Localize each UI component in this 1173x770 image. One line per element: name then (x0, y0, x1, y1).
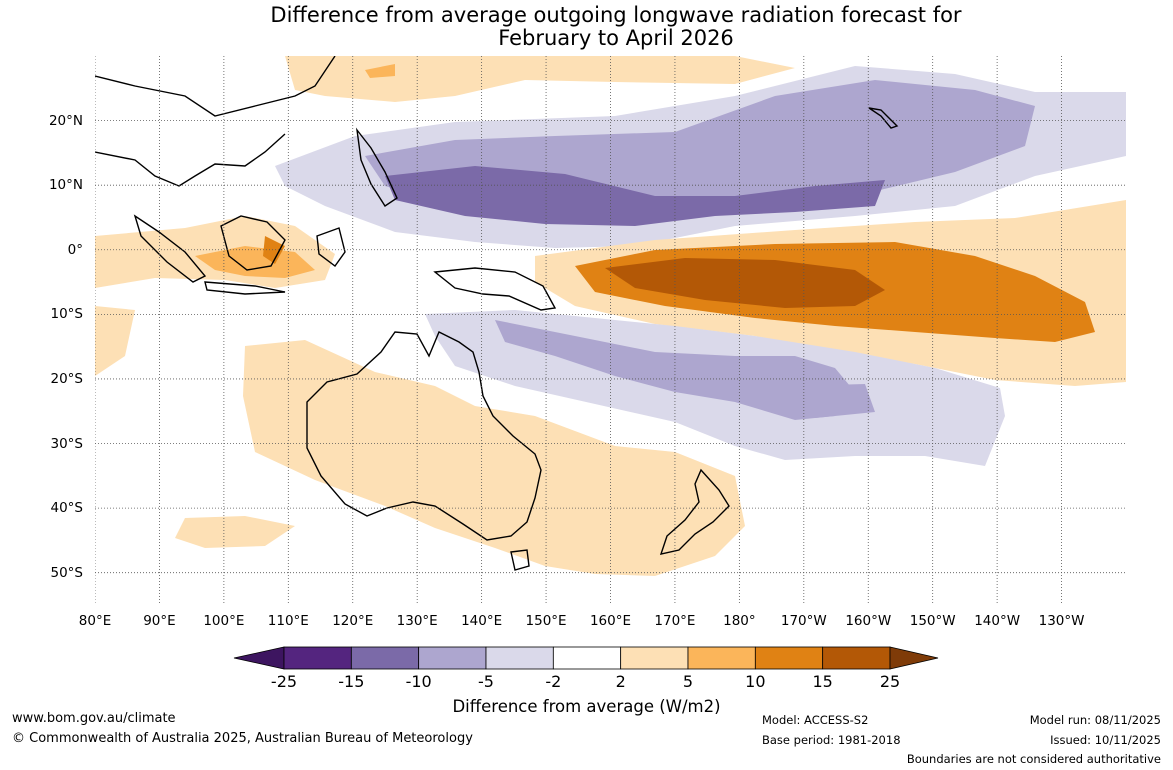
colorbar-swatch (687, 646, 756, 670)
colorbar-boxes (233, 646, 939, 670)
positive-anomaly-west (95, 306, 135, 376)
colorbar-tick-label: 25 (880, 672, 900, 691)
colorbar-swatch (485, 646, 554, 670)
latitude-label: 50°S (50, 564, 84, 581)
boundary-disclaimer: Boundaries are not considered authoritat… (906, 752, 1161, 766)
java-coastline (204, 281, 286, 295)
latitude-label: 0° (67, 241, 83, 258)
issued-date: Issued: 10/11/2025 (1050, 733, 1161, 747)
hawaii-coastline (868, 107, 899, 129)
positive-anomaly-maritime-core (195, 246, 315, 278)
new-guinea-coastline (433, 267, 557, 311)
latitude-label: 30°S (50, 435, 84, 452)
negative-anomaly-south-mid (495, 320, 855, 420)
tasmania-coastline (510, 549, 530, 571)
latitude-label: 10°S (50, 306, 84, 323)
colorbar-tick-label: 2 (616, 672, 626, 691)
longitude-label: 160°W (845, 613, 892, 629)
latitude-label: 20°N (48, 112, 83, 129)
colorbar-tick-label: -2 (545, 672, 561, 691)
colorbar-swatch (552, 646, 622, 670)
longitude-label: 130°W (1038, 613, 1085, 629)
website-link[interactable]: www.bom.gov.au/climate (12, 711, 176, 726)
model-run-date: Model run: 08/11/2025 (1029, 713, 1161, 727)
colorbar-ticks: -25 -15 -10 -5 -2 2 5 10 15 25 (271, 672, 900, 691)
latitude-label: 10°N (48, 177, 83, 194)
colorbar-tick-label: -10 (406, 672, 432, 691)
longitude-label: 150°W (909, 613, 956, 629)
anomaly-map (95, 56, 1126, 605)
model-name: Model: ACCESS-S2 (762, 713, 869, 727)
positive-anomaly-equatorial-core (605, 258, 885, 308)
longitude-label: 170°W (780, 613, 827, 629)
colorbar-swatch (350, 646, 420, 670)
gridlines (95, 56, 1126, 605)
borneo-coastline (220, 215, 286, 271)
title-line-2: February to April 2026 (498, 26, 734, 50)
australia-coastline (306, 331, 542, 541)
colorbar-extend-low (233, 646, 285, 670)
positive-anomaly-north (285, 56, 795, 102)
copyright-text: © Commonwealth of Australia 2025, Austra… (12, 731, 473, 746)
anomaly-shading (95, 56, 1126, 576)
positive-anomaly-australia (243, 340, 745, 576)
longitude-label: 140°W (974, 613, 1021, 629)
colorbar-swatch (418, 646, 487, 670)
negative-anomaly-north-core (385, 166, 885, 226)
longitude-label: 160°E (589, 613, 632, 629)
longitude-label: 100°E (203, 613, 245, 629)
longitude-label: 80°E (78, 613, 112, 629)
longitude-label: 120°E (332, 613, 374, 629)
base-period: Base period: 1981-2018 (762, 733, 901, 747)
longitude-label: 150°E (525, 613, 567, 629)
colorbar-tick-label: 10 (745, 672, 765, 691)
asia-coastline (95, 56, 336, 187)
chart-title: Difference from average outgoing longwav… (0, 4, 1173, 50)
longitude-label: 140°E (461, 613, 503, 629)
sulawesi-coastline (316, 227, 346, 267)
colorbar-extend-high (889, 646, 939, 670)
colorbar-tick-label: 5 (683, 672, 693, 691)
longitude-label: 170°E (654, 613, 696, 629)
positive-anomaly-north-core (365, 64, 395, 78)
colorbar-tick-label: 15 (812, 672, 832, 691)
colorbar-swatch (283, 646, 352, 670)
positive-anomaly-south-west (175, 516, 295, 548)
title-line-1: Difference from average outgoing longwav… (270, 3, 962, 27)
colorbar-swatch (822, 646, 891, 670)
colorbar-swatch (754, 646, 824, 670)
colorbar-swatch (620, 646, 689, 670)
sumatra-coastline (133, 214, 207, 283)
latitude-label: 40°S (50, 500, 84, 517)
colorbar-tick-label: -5 (478, 672, 494, 691)
philippines-coastline (355, 127, 398, 207)
longitude-label: 180° (723, 613, 756, 629)
colorbar-tick-label: -15 (338, 672, 364, 691)
longitude-label: 110°E (267, 613, 309, 629)
coastlines (95, 56, 899, 571)
longitude-label: 130°E (396, 613, 438, 629)
latitude-label: 20°S (50, 370, 84, 387)
colorbar-label: Difference from average (W/m2) (452, 697, 721, 716)
longitude-label: 90°E (143, 613, 176, 629)
new-zealand-coastline (659, 468, 730, 555)
colorbar-tick-label: -25 (271, 672, 297, 691)
